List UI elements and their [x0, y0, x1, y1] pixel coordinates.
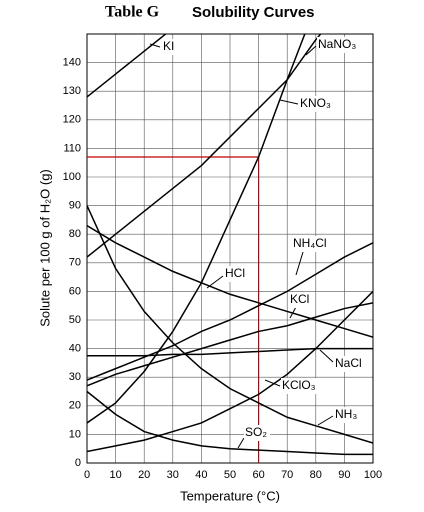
leader-line — [305, 45, 317, 56]
series-line — [87, 290, 373, 453]
series-line — [87, 34, 322, 258]
series-label: KI — [163, 39, 174, 53]
chart-title-label: Table G — [105, 4, 160, 21]
label-bg — [334, 407, 360, 423]
y-tick-label: 40 — [69, 343, 81, 355]
plot-frame — [86, 33, 374, 464]
y-tick-label: 80 — [69, 228, 81, 240]
leader-line — [264, 379, 281, 387]
series-line — [87, 242, 373, 381]
series-label: KClO₃ — [282, 378, 316, 392]
y-tick-label: 50 — [69, 314, 81, 326]
series-label: SO₂ — [245, 425, 267, 439]
label-bg — [289, 292, 315, 308]
x-tick-label: 60 — [252, 469, 264, 481]
leader-line — [317, 415, 334, 426]
y-axis-label: Solute per 100 g of H₂O (g) — [37, 169, 52, 327]
leader-line — [319, 349, 334, 363]
y-tick-label: 60 — [69, 285, 81, 297]
series-label: NH₄Cl — [293, 236, 327, 250]
series-label: NaCl — [335, 356, 362, 370]
label-bg — [224, 266, 250, 282]
x-tick-label: 90 — [338, 469, 350, 481]
y-tick-label: 10 — [69, 428, 81, 440]
y-tick-label: 140 — [63, 57, 81, 69]
x-tick-label: 80 — [310, 469, 322, 481]
y-tick-label: 110 — [63, 142, 81, 154]
label-bg — [317, 37, 359, 53]
label-bg — [292, 236, 334, 252]
y-tick-label: 0 — [75, 457, 81, 469]
label-bg — [281, 378, 323, 394]
series-line — [87, 390, 373, 456]
leader-line — [295, 251, 304, 276]
x-tick-label: 100 — [364, 469, 382, 481]
series-line — [87, 205, 373, 444]
x-tick-label: 0 — [84, 469, 90, 481]
series-label: NH₃ — [335, 407, 357, 421]
y-tick-label: 100 — [63, 171, 81, 183]
y-tick-label: 70 — [69, 257, 81, 269]
chart-title: Solubility Curves — [192, 4, 315, 21]
y-tick-label: 120 — [63, 114, 81, 126]
series-line — [87, 347, 373, 357]
x-tick-label: 70 — [281, 469, 293, 481]
leader-line — [149, 43, 161, 48]
y-tick-label: 90 — [69, 200, 81, 212]
leader-line — [237, 437, 245, 449]
x-tick-label: 20 — [138, 469, 150, 481]
label-bg — [299, 96, 333, 112]
leader-line — [289, 306, 297, 319]
series-line — [87, 224, 373, 338]
y-tick-label: 130 — [63, 85, 81, 97]
leader-line — [206, 275, 224, 289]
x-tick-label: 10 — [109, 469, 121, 481]
label-bg — [334, 356, 368, 372]
series-label: NaNO₃ — [318, 37, 356, 51]
x-axis-label: Temperature (°C) — [180, 488, 280, 503]
y-tick-label: 30 — [69, 371, 81, 383]
label-bg — [244, 425, 270, 441]
leader-line — [279, 99, 299, 105]
series-line — [87, 34, 167, 98]
y-tick-label: 20 — [69, 400, 81, 412]
series-label: HCl — [225, 266, 245, 280]
x-tick-label: 50 — [224, 469, 236, 481]
x-tick-label: 30 — [167, 469, 179, 481]
series-label: KCl — [290, 292, 309, 306]
label-bg — [162, 39, 180, 55]
x-tick-label: 40 — [195, 469, 207, 481]
series-label: KNO₃ — [300, 96, 331, 110]
series-line — [87, 302, 373, 387]
